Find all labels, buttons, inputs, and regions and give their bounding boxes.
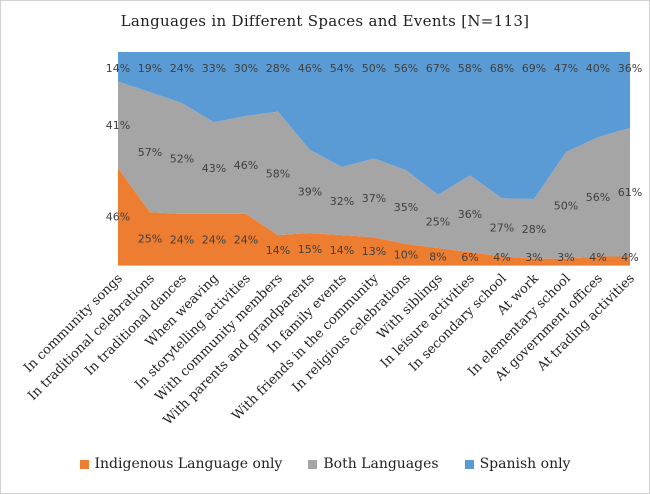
data-label-spanish: 28% <box>266 62 290 75</box>
data-label-spanish: 69% <box>522 62 546 75</box>
data-label-indigenous: 25% <box>138 233 162 246</box>
data-label-indigenous: 6% <box>461 251 478 264</box>
data-label-spanish: 68% <box>490 62 514 75</box>
data-label-indigenous: 24% <box>202 233 226 246</box>
legend-item-indigenous: Indigenous Language only <box>79 456 283 472</box>
data-label-both: 52% <box>170 153 194 166</box>
data-label-both: 39% <box>298 186 322 199</box>
data-label-both: 50% <box>554 199 578 212</box>
data-label-indigenous: 24% <box>170 233 194 246</box>
data-label-spanish: 36% <box>618 62 642 75</box>
data-label-spanish: 40% <box>586 62 610 75</box>
data-label-indigenous: 14% <box>266 244 290 257</box>
data-label-both: 27% <box>490 221 514 234</box>
area-spanish <box>118 52 630 199</box>
data-label-spanish: 19% <box>138 62 162 75</box>
data-label-both: 37% <box>362 192 386 205</box>
data-label-indigenous: 3% <box>557 251 574 264</box>
data-label-spanish: 14% <box>106 62 130 75</box>
data-label-indigenous: 24% <box>234 233 258 246</box>
chart-title: Languages in Different Spaces and Events… <box>120 12 530 30</box>
data-label-spanish: 54% <box>330 62 354 75</box>
data-label-spanish: 67% <box>426 62 450 75</box>
data-label-indigenous: 4% <box>493 251 510 264</box>
data-label-indigenous: 4% <box>621 251 638 264</box>
data-label-indigenous: 10% <box>394 248 418 261</box>
area-both <box>118 81 630 259</box>
data-label-spanish: 24% <box>170 62 194 75</box>
data-label-both: 32% <box>330 195 354 208</box>
data-label-both: 41% <box>106 119 130 132</box>
data-label-both: 28% <box>522 223 546 236</box>
data-label-both: 36% <box>458 208 482 221</box>
legend-swatch-both <box>308 459 318 469</box>
data-label-both: 58% <box>266 167 290 180</box>
legend-item-spanish: Spanish only <box>464 456 571 472</box>
data-label-indigenous: 3% <box>525 251 542 264</box>
chart-legend: Indigenous Language only Both Languages … <box>0 456 650 472</box>
legend-label-both: Both Languages <box>323 456 439 472</box>
legend-label-spanish: Spanish only <box>479 456 571 472</box>
data-label-spanish: 50% <box>362 62 386 75</box>
data-label-indigenous: 13% <box>362 245 386 258</box>
data-label-both: 56% <box>586 191 610 204</box>
data-label-indigenous: 8% <box>429 250 446 263</box>
legend-swatch-spanish <box>464 459 474 469</box>
data-label-both: 46% <box>234 159 258 172</box>
data-label-indigenous: 14% <box>330 244 354 257</box>
data-label-spanish: 58% <box>458 62 482 75</box>
data-label-spanish: 30% <box>234 62 258 75</box>
data-label-spanish: 47% <box>554 62 578 75</box>
data-label-indigenous: 4% <box>589 251 606 264</box>
data-label-spanish: 33% <box>202 62 226 75</box>
data-label-both: 57% <box>138 146 162 159</box>
data-label-both: 25% <box>426 215 450 228</box>
legend-label-indigenous: Indigenous Language only <box>94 456 283 472</box>
data-label-both: 43% <box>202 162 226 175</box>
data-label-spanish: 56% <box>394 62 418 75</box>
data-label-both: 35% <box>394 201 418 214</box>
legend-item-both: Both Languages <box>308 456 439 472</box>
data-label-spanish: 46% <box>298 62 322 75</box>
legend-swatch-indigenous <box>79 459 89 469</box>
area-indigenous <box>118 167 630 265</box>
data-label-indigenous: 15% <box>298 243 322 256</box>
data-label-both: 61% <box>618 186 642 199</box>
data-label-indigenous: 46% <box>106 210 130 223</box>
